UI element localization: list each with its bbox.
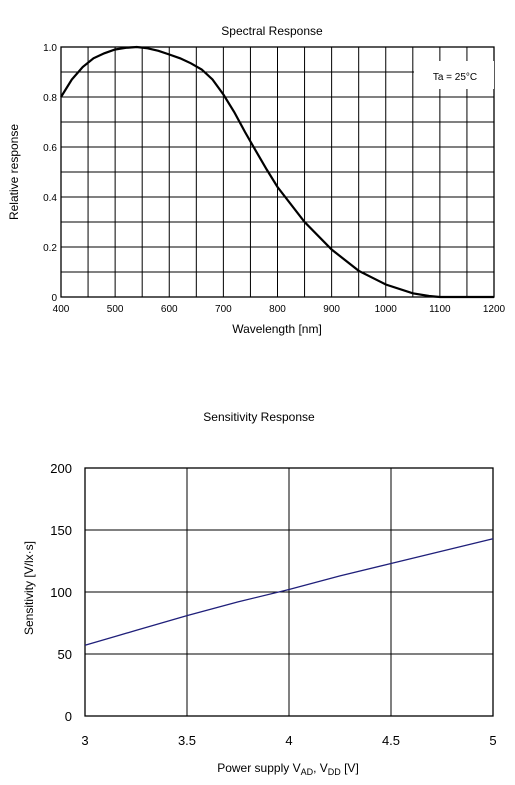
spectral-y-tick-label: 1.0	[43, 43, 57, 54]
spectral-plot-frame	[60, 46, 495, 298]
sensitivity-x-tick-label: 3.5	[178, 733, 196, 748]
spectral-x-ticks: 400 500 600 700 800 900 1000 1100 1200	[53, 304, 506, 315]
sensitivity-y-axis-label: Sensitivity [V/lx·s]	[22, 541, 36, 635]
sensitivity-y-tick-label: 150	[50, 523, 72, 538]
sensitivity-y-tick-label: 50	[58, 647, 72, 662]
spectral-y-tick-label: 0.4	[43, 193, 57, 204]
spectral-annotation: Ta = 25°C	[433, 72, 477, 83]
spectral-x-tick-label: 1100	[429, 304, 451, 315]
sensitivity-x-axis-label: Power supply VAD, VDD [V]	[217, 761, 359, 777]
spectral-y-ticks: 0 0.2 0.4 0.6 0.8 1.0	[43, 43, 57, 304]
spectral-response-curve	[60, 45, 494, 299]
spectral-x-tick-label: 600	[161, 304, 178, 315]
sensitivity-x-ticks: 3 3.5 4 4.5 5	[81, 733, 496, 748]
sensitivity-x-tick-label: 4.5	[382, 733, 400, 748]
spectral-x-tick-label: 700	[215, 304, 232, 315]
sensitivity-y-tick-label: 0	[65, 709, 72, 724]
spectral-y-axis-label: Relative response	[7, 124, 21, 220]
spectral-grid	[61, 47, 494, 297]
sensitivity-y-ticks: 0 50 100 150 200	[50, 461, 72, 724]
spectral-chart: Spectral Response Ta = 25°C 400 500 600 700…	[7, 24, 506, 336]
spectral-y-tick-label: 0.6	[43, 143, 57, 154]
spectral-y-tick-label: 0.2	[43, 243, 57, 254]
spectral-x-tick-label: 400	[53, 304, 70, 315]
sensitivity-chart: Sensitivity Response 3 3.5 4 4.5 5 0 50 100 150…	[22, 410, 497, 777]
spectral-x-tick-label: 1200	[483, 304, 506, 315]
spectral-x-tick-label: 500	[107, 304, 124, 315]
spectral-title: Spectral Response	[221, 24, 323, 38]
spectral-y-tick-label: 0.8	[43, 93, 57, 104]
sensitivity-x-tick-label: 3	[81, 733, 88, 748]
sensitivity-grid	[85, 468, 493, 716]
sensitivity-x-tick-label: 5	[489, 733, 496, 748]
sensitivity-x-tick-label: 4	[285, 733, 292, 748]
spectral-x-tick-label: 1000	[375, 304, 398, 315]
spectral-y-tick-label: 0	[51, 293, 57, 304]
sensitivity-y-tick-label: 100	[50, 585, 72, 600]
sensitivity-plot-frame	[84, 467, 494, 717]
sensitivity-title: Sensitivity Response	[203, 410, 315, 424]
spectral-annotation-bg	[414, 61, 494, 89]
sensitivity-line	[84, 538, 494, 646]
spectral-x-tick-label: 800	[269, 304, 286, 315]
spectral-x-tick-label: 900	[323, 304, 340, 315]
sensitivity-y-tick-label: 200	[50, 461, 72, 476]
spectral-x-axis-label: Wavelength [nm]	[232, 322, 322, 336]
